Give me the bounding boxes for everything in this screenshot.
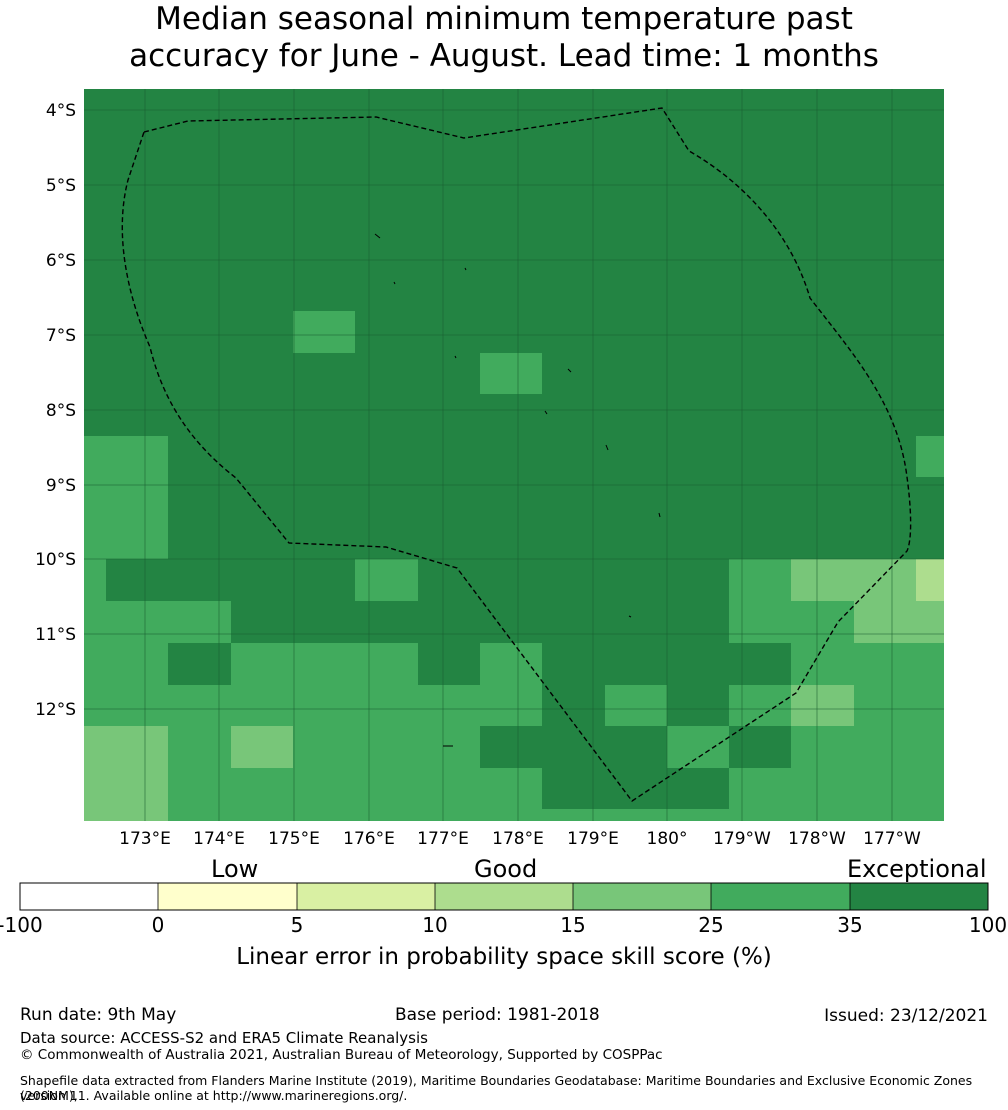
- colorbar-tick: 0: [151, 913, 165, 937]
- lon-label: 180°: [647, 829, 688, 849]
- skill-cell: [84, 436, 168, 559]
- chart-title-line1: Median seasonal minimum temperature past: [155, 1, 853, 37]
- data-source: Data source: ACCESS-S2 and ERA5 Climate …: [20, 1029, 428, 1047]
- base-period: Base period: 1981-2018: [395, 1005, 600, 1025]
- skill-cell: [84, 601, 231, 643]
- skill-cell: [480, 643, 542, 685]
- skill-cell: [480, 768, 542, 821]
- colorbar-tick: 15: [560, 913, 586, 937]
- skill-cell: [729, 601, 854, 643]
- colorbar-segment: [573, 883, 711, 910]
- skill-cell: [231, 643, 418, 685]
- skill-cell: [231, 726, 293, 768]
- lon-labels: 173°E 174°E 175°E 176°E 177°E 178°E 179°…: [119, 829, 921, 849]
- skill-cell: [605, 685, 667, 726]
- run-date: Run date: 9th May: [20, 1005, 177, 1025]
- skill-cell: [791, 559, 916, 601]
- colorbar-label-good: Good: [474, 855, 538, 883]
- lat-label: 10°S: [35, 550, 76, 570]
- lat-label: 8°S: [46, 401, 76, 421]
- lat-label: 6°S: [46, 251, 76, 271]
- colorbar-segment: [435, 883, 573, 910]
- colorbar-segment: [850, 883, 988, 910]
- lat-label: 5°S: [46, 176, 76, 196]
- colorbar-tick: -100: [0, 913, 43, 937]
- skill-cell: [168, 726, 231, 821]
- colorbar: [19, 882, 989, 911]
- lat-labels: 4°S 5°S 6°S 7°S 8°S 9°S 10°S 11°S 12°S: [35, 101, 76, 720]
- colorbar-tick: 25: [698, 913, 724, 937]
- gridlines: [84, 89, 944, 821]
- skill-cell: [293, 726, 480, 821]
- skill-cell: [84, 559, 106, 601]
- lon-label: 179°E: [567, 829, 619, 849]
- skill-cell: [729, 685, 791, 726]
- lon-label: 178°E: [492, 829, 544, 849]
- skill-cell: [84, 685, 542, 726]
- skill-cell: [84, 643, 168, 685]
- islands: [374, 233, 661, 747]
- skill-cell: [293, 311, 355, 353]
- lon-label: 173°E: [119, 829, 171, 849]
- lat-label: 11°S: [35, 625, 76, 645]
- lat-label: 4°S: [46, 101, 76, 121]
- lon-label: 177°W: [863, 829, 921, 849]
- skill-cell: [355, 559, 418, 601]
- colorbar-segment: [297, 883, 435, 910]
- copyright: © Commonwealth of Australia 2021, Austra…: [20, 1047, 663, 1063]
- chart-title-line2: accuracy for June - August. Lead time: 1…: [129, 38, 879, 74]
- skill-cell: [667, 726, 729, 768]
- colorbar-title: Linear error in probability space skill …: [236, 944, 772, 970]
- skill-cell: [231, 768, 293, 821]
- lon-label: 179°W: [713, 829, 771, 849]
- colorbar-tick: 5: [290, 913, 304, 937]
- issued-date: Issued: 23/12/2021: [824, 1006, 988, 1026]
- colorbar-tick: 100: [968, 913, 1008, 937]
- colorbar-tick: 35: [837, 913, 863, 937]
- shapefile-note-line1: Shapefile data extracted from Flanders M…: [20, 1073, 973, 1103]
- skill-cell: [480, 353, 542, 394]
- skill-cell: [791, 643, 944, 685]
- colorbar-label-low: Low: [211, 855, 259, 883]
- skill-cell: [854, 601, 944, 643]
- colorbar-segment: [20, 883, 158, 910]
- lon-label: 174°E: [193, 829, 245, 849]
- skill-cell: [729, 768, 944, 821]
- skill-cell: [84, 726, 168, 821]
- lat-label: 12°S: [35, 700, 76, 720]
- skill-cells: [84, 311, 944, 821]
- skill-cell: [791, 685, 854, 726]
- lon-label: 177°E: [417, 829, 469, 849]
- lat-label: 7°S: [46, 326, 76, 346]
- colorbar-frame: [19, 882, 989, 911]
- skill-cell: [542, 809, 729, 821]
- lon-label: 175°E: [268, 829, 320, 849]
- skill-cell: [916, 436, 944, 477]
- colorbar-segment: [158, 883, 297, 910]
- colorbar-segment: [711, 883, 850, 910]
- colorbar-label-exceptional: Exceptional: [847, 855, 987, 883]
- skill-cell: [791, 726, 944, 768]
- colorbar-tick: 10: [422, 913, 448, 937]
- skill-cell: [854, 685, 944, 726]
- eez-boundary: [121, 107, 912, 802]
- lon-label: 178°W: [788, 829, 846, 849]
- shapefile-note-line2: version 11. Available online at http://w…: [20, 1088, 408, 1103]
- lat-label: 9°S: [46, 476, 76, 496]
- skill-cell: [729, 559, 791, 601]
- lon-label: 176°E: [343, 829, 395, 849]
- skill-cell: [916, 559, 944, 601]
